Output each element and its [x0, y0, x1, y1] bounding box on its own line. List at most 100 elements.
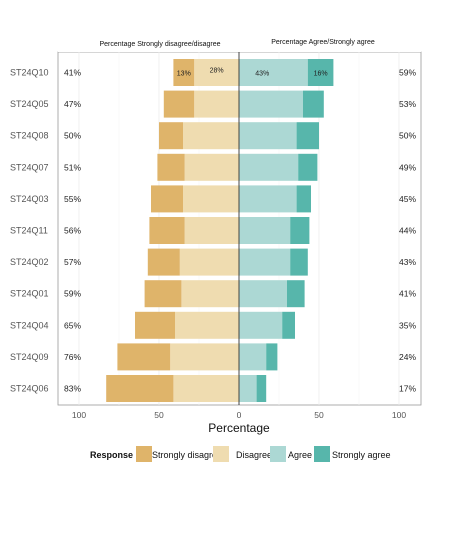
left-percent-label: 55% [64, 194, 81, 204]
legend-label: Strongly disagree [152, 450, 222, 460]
bar-disagree [184, 153, 239, 181]
category-label: ST24Q11 [10, 226, 48, 236]
right-percent-label: 45% [399, 194, 416, 204]
category-label: ST24Q09 [10, 352, 49, 362]
left-title-strip [58, 34, 239, 52]
legend-key [270, 446, 286, 462]
right-percent-label: 41% [399, 289, 416, 299]
bar-strongly-agree [290, 248, 308, 276]
bar-disagree [179, 248, 239, 276]
category-label: ST24Q04 [10, 320, 49, 330]
bar-strongly-agree [298, 153, 318, 181]
category-label: ST24Q07 [10, 162, 49, 172]
right-percent-label: 17% [399, 384, 416, 394]
right-percent-label: 50% [399, 131, 416, 141]
bar-agree [239, 343, 267, 371]
legend-title: Response [90, 450, 133, 460]
bar-strongly-agree [296, 122, 319, 150]
bar-agree [239, 153, 299, 181]
bar-strongly-agree [307, 59, 334, 86]
right-percent-label: 44% [399, 226, 416, 236]
bar-strongly-agree [303, 90, 324, 118]
category-label: ST24Q05 [10, 99, 49, 109]
left-percent-label: 59% [64, 289, 81, 299]
bar-agree [239, 185, 297, 213]
bar-disagree [184, 217, 239, 244]
bar-strongly-disagree [163, 90, 195, 118]
left-percent-label: 65% [64, 320, 81, 330]
bar-strongly-disagree [147, 248, 180, 276]
bar-agree [239, 122, 297, 150]
right-percent-label: 49% [399, 162, 416, 172]
left-percent-label: 51% [64, 162, 81, 172]
segment-label: 28% [210, 68, 224, 75]
category-label: ST24Q03 [10, 194, 49, 204]
bar-strongly-disagree [157, 153, 185, 181]
x-tick-label: 50 [314, 410, 324, 420]
right-panel-title: Percentage Agree/Strongly agree [271, 39, 375, 46]
segment-label: 13% [177, 71, 191, 78]
right-percent-label: 53% [399, 99, 416, 109]
left-percent-label: 47% [64, 99, 81, 109]
bar-disagree [194, 90, 239, 118]
bar-strongly-agree [256, 375, 267, 402]
bar-disagree [194, 59, 239, 86]
bar-disagree [173, 375, 239, 402]
bar-strongly-disagree [135, 311, 175, 339]
legend-key [314, 446, 330, 462]
legend-label: Disagree [236, 450, 272, 460]
right-percent-label: 35% [399, 320, 416, 330]
bar-agree [239, 375, 257, 402]
bar-disagree [183, 185, 239, 213]
bar-strongly-agree [282, 311, 295, 339]
category-label: ST24Q02 [10, 257, 49, 267]
category-label: ST24Q01 [10, 289, 49, 299]
left-panel-title: Percentage Strongly disagree/disagree [99, 41, 220, 48]
segment-label: 16% [314, 71, 328, 78]
left-percent-label: 50% [64, 131, 81, 141]
left-percent-label: 57% [64, 257, 81, 267]
bar-strongly-disagree [149, 217, 185, 244]
bar-strongly-disagree [144, 280, 182, 308]
bar-strongly-agree [266, 343, 278, 371]
legend: Response Strongly disagree Disagree Agree S… [90, 446, 391, 462]
right-percent-label: 24% [399, 352, 416, 362]
bar-disagree [181, 280, 239, 308]
bar-disagree [175, 311, 239, 339]
bar-strongly-disagree [173, 59, 195, 86]
bar-strongly-disagree [117, 343, 171, 371]
x-tick-label: 0 [237, 410, 242, 420]
left-percent-label: 76% [64, 352, 81, 362]
bar-strongly-disagree [151, 185, 183, 213]
category-label: ST24Q10 [10, 68, 49, 78]
x-axis-title: Percentage [208, 421, 270, 435]
bar-disagree [183, 122, 239, 150]
right-title-strip [239, 34, 421, 52]
bar-strongly-disagree [159, 122, 183, 150]
bar-agree [239, 217, 291, 244]
bar-strongly-agree [287, 280, 305, 308]
bar-disagree [170, 343, 239, 371]
left-percent-label: 83% [64, 384, 81, 394]
bar-agree [239, 280, 287, 308]
x-tick-label: 100 [72, 410, 86, 420]
bar-strongly-agree [290, 217, 310, 244]
bar-agree [239, 311, 283, 339]
legend-label: Strongly agree [332, 450, 391, 460]
bar-strongly-disagree [106, 375, 174, 402]
legend-key [213, 446, 229, 462]
x-axis-ticks: 100 50 0 50 100 [72, 410, 406, 420]
x-tick-label: 50 [154, 410, 164, 420]
legend-label: Agree [288, 450, 312, 460]
x-tick-label: 100 [392, 410, 406, 420]
right-percent-label: 43% [399, 257, 416, 267]
bar-strongly-agree [296, 185, 311, 213]
bar-agree [239, 59, 308, 86]
category-label: ST24Q06 [10, 384, 49, 394]
bar-agree [239, 90, 303, 118]
bars-layer [106, 59, 334, 402]
left-percent-label: 41% [64, 68, 81, 78]
labels-layer: ST24Q10 41% 59% ST24Q05 47% 53% ST24Q08 50% 50% S… [10, 68, 416, 394]
right-percent-label: 59% [399, 68, 416, 78]
